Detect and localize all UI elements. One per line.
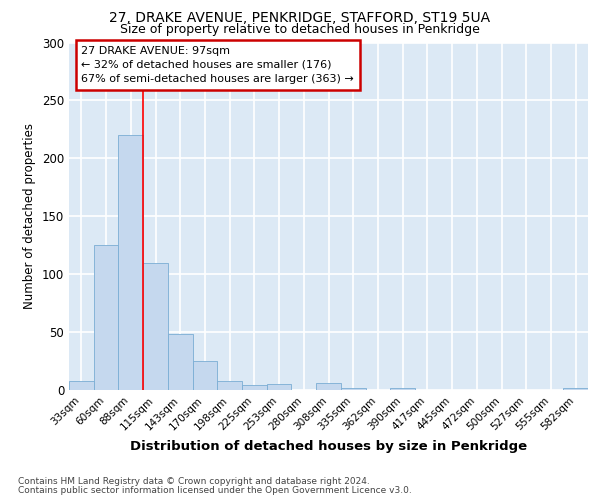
Bar	[316, 383, 341, 390]
Text: Size of property relative to detached houses in Penkridge: Size of property relative to detached ho…	[120, 22, 480, 36]
Bar	[193, 361, 217, 390]
Y-axis label: Number of detached properties: Number of detached properties	[23, 123, 37, 309]
Bar	[94, 245, 118, 390]
Bar	[69, 380, 94, 390]
Bar	[143, 262, 168, 390]
Bar	[563, 388, 588, 390]
Text: Contains HM Land Registry data © Crown copyright and database right 2024.: Contains HM Land Registry data © Crown c…	[18, 477, 370, 486]
Bar	[217, 380, 242, 390]
Bar	[390, 388, 415, 390]
Bar	[341, 388, 365, 390]
X-axis label: Distribution of detached houses by size in Penkridge: Distribution of detached houses by size …	[130, 440, 527, 453]
Bar	[267, 384, 292, 390]
Bar	[118, 135, 143, 390]
Text: Contains public sector information licensed under the Open Government Licence v3: Contains public sector information licen…	[18, 486, 412, 495]
Bar	[168, 334, 193, 390]
Bar	[242, 386, 267, 390]
Text: 27, DRAKE AVENUE, PENKRIDGE, STAFFORD, ST19 5UA: 27, DRAKE AVENUE, PENKRIDGE, STAFFORD, S…	[109, 11, 491, 25]
Text: 27 DRAKE AVENUE: 97sqm
← 32% of detached houses are smaller (176)
67% of semi-de: 27 DRAKE AVENUE: 97sqm ← 32% of detached…	[82, 46, 354, 84]
